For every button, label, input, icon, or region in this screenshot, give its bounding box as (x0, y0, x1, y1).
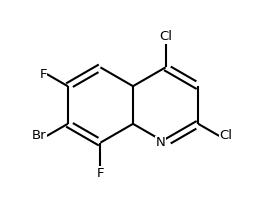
Text: N: N (156, 136, 166, 149)
Text: Cl: Cl (219, 129, 232, 142)
Text: F: F (97, 167, 104, 180)
Text: F: F (39, 68, 47, 81)
Text: Br: Br (32, 129, 47, 142)
Text: Cl: Cl (159, 30, 172, 43)
